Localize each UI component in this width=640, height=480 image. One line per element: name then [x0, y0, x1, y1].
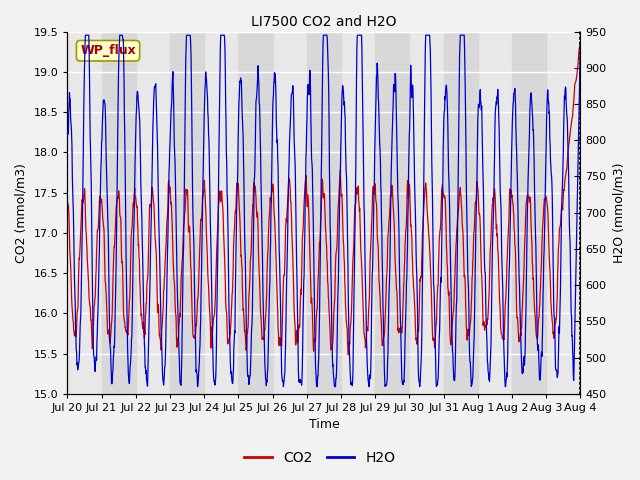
- Bar: [307, 32, 341, 394]
- Legend: CO2, H2O: CO2, H2O: [239, 445, 401, 471]
- X-axis label: Time: Time: [308, 419, 339, 432]
- Bar: [238, 32, 273, 394]
- Bar: [170, 32, 204, 394]
- Bar: [512, 32, 547, 394]
- Y-axis label: CO2 (mmol/m3): CO2 (mmol/m3): [15, 163, 28, 263]
- Text: WP_flux: WP_flux: [80, 44, 136, 57]
- Bar: [444, 32, 478, 394]
- Bar: [102, 32, 136, 394]
- Bar: [375, 32, 410, 394]
- Y-axis label: H2O (mmol/m3): H2O (mmol/m3): [612, 162, 625, 263]
- Title: LI7500 CO2 and H2O: LI7500 CO2 and H2O: [251, 15, 397, 29]
